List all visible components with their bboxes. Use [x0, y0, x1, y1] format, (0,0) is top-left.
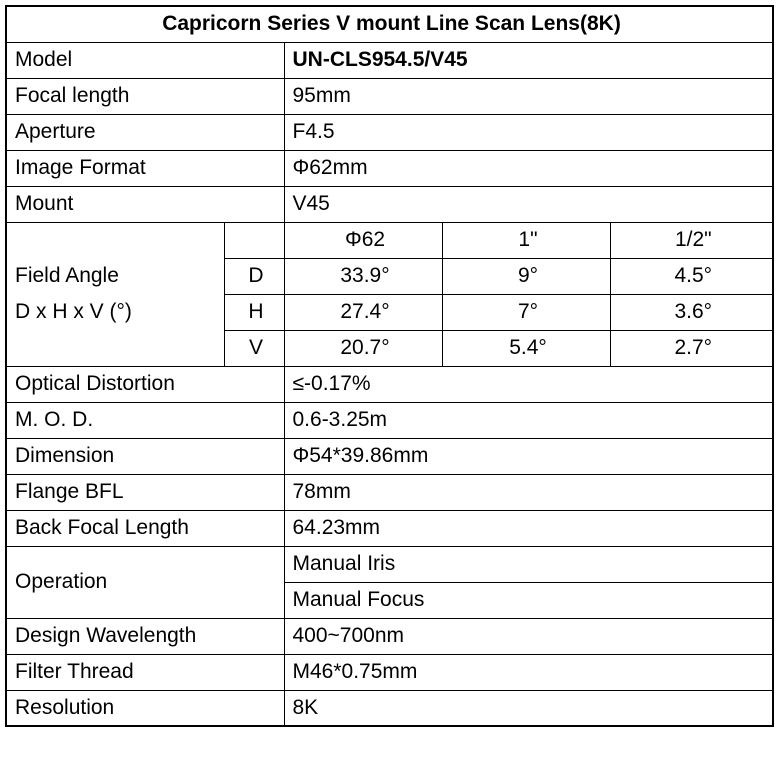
- spec-label-optical-distortion: Optical Distortion: [5, 365, 285, 403]
- spec-label-design-wavelength: Design Wavelength: [5, 617, 285, 655]
- table-row: Mount V45: [5, 185, 774, 223]
- field-angle-d-1inch: 9°: [441, 257, 611, 295]
- field-angle-v-halfinch: 2.7°: [609, 329, 774, 367]
- field-angle-v-phi62: 20.7°: [283, 329, 443, 367]
- spec-value-optical-distortion: ≤-0.17%: [283, 365, 774, 403]
- table-row: Design Wavelength 400~700nm: [5, 617, 774, 655]
- field-angle-col-header-phi62: Φ62: [283, 221, 443, 259]
- field-angle-h-phi62: 27.4°: [283, 293, 443, 331]
- spec-value-mod: 0.6-3.25m: [283, 401, 774, 439]
- table-row: M. O. D. 0.6-3.25m: [5, 401, 774, 439]
- field-angle-axis-v: V: [223, 329, 285, 367]
- spec-value-dimension: Φ54*39.86mm: [283, 437, 774, 475]
- field-angle-d-phi62: 33.9°: [283, 257, 443, 295]
- spec-label-operation: Operation: [5, 545, 285, 619]
- table-row: Back Focal Length 64.23mm: [5, 509, 774, 547]
- spec-value-operation-iris: Manual Iris: [283, 545, 774, 583]
- spec-value-mount: V45: [283, 185, 774, 223]
- spec-value-resolution: 8K: [283, 689, 774, 727]
- field-angle-row-h: H 27.4° 7° 3.6°: [6, 293, 774, 331]
- spec-value-operation-focus: Manual Focus: [283, 581, 774, 619]
- spec-value-back-focal-length: 64.23mm: [283, 509, 774, 547]
- field-angle-axis-d: D: [223, 257, 285, 295]
- table-row: Optical Distortion ≤-0.17%: [5, 365, 774, 403]
- field-angle-axis-header-empty: [223, 221, 285, 259]
- table-row: Focal length 95mm: [5, 77, 774, 115]
- field-angle-axis-h: H: [223, 293, 285, 331]
- table-row: Dimension Φ54*39.86mm: [5, 437, 774, 475]
- field-angle-col-header-halfinch: 1/2": [609, 221, 774, 259]
- field-angle-h-1inch: 7°: [441, 293, 611, 331]
- spec-value-focal-length: 95mm: [283, 77, 774, 115]
- spec-value-flange-bfl: 78mm: [283, 473, 774, 511]
- operation-row-iris: Operation Manual Iris: [5, 545, 774, 619]
- spec-label-flange-bfl: Flange BFL: [5, 473, 285, 511]
- field-angle-h-halfinch: 3.6°: [609, 293, 774, 331]
- spec-label-aperture: Aperture: [5, 113, 285, 151]
- table-row: Model UN-CLS954.5/V45: [5, 41, 774, 79]
- table-row: Aperture F4.5: [5, 113, 774, 151]
- table-row: Resolution 8K: [5, 689, 774, 727]
- table-row: Image Format Φ62mm: [5, 149, 774, 187]
- field-angle-row-d: D 33.9° 9° 4.5°: [6, 257, 774, 295]
- field-angle-d-halfinch: 4.5°: [609, 257, 774, 295]
- spec-label-model: Model: [5, 41, 285, 79]
- field-angle-label-line2: D x H x V (°): [15, 300, 132, 323]
- spec-label-mod: M. O. D.: [5, 401, 285, 439]
- spec-label-resolution: Resolution: [5, 689, 285, 727]
- field-angle-label-line1: Field Angle: [15, 264, 119, 287]
- spec-value-model: UN-CLS954.5/V45: [283, 41, 774, 79]
- field-angle-col-header-1inch: 1": [441, 221, 611, 259]
- lens-spec-table: Capricorn Series V mount Line Scan Lens(…: [5, 5, 775, 727]
- spec-label-filter-thread: Filter Thread: [5, 653, 285, 691]
- title-row: Capricorn Series V mount Line Scan Lens(…: [5, 5, 774, 43]
- table-row: Filter Thread M46*0.75mm: [5, 653, 774, 691]
- field-angle-header-row: Field Angle D x H x V (°) Φ62 1" 1/2": [5, 221, 774, 367]
- spec-value-filter-thread: M46*0.75mm: [283, 653, 774, 691]
- spec-value-aperture: F4.5: [283, 113, 774, 151]
- spec-label-back-focal-length: Back Focal Length: [5, 509, 285, 547]
- spec-value-image-format: Φ62mm: [283, 149, 774, 187]
- spec-value-design-wavelength: 400~700nm: [283, 617, 774, 655]
- field-angle-v-1inch: 5.4°: [441, 329, 611, 367]
- spec-label-dimension: Dimension: [5, 437, 285, 475]
- spec-label-image-format: Image Format: [5, 149, 285, 187]
- operation-row-focus: Manual Focus: [6, 581, 774, 619]
- field-angle-row-v: V 20.7° 5.4° 2.7°: [6, 329, 774, 367]
- table-row: Flange BFL 78mm: [5, 473, 774, 511]
- spec-label-focal-length: Focal length: [5, 77, 285, 115]
- spec-label-mount: Mount: [5, 185, 285, 223]
- page-title: Capricorn Series V mount Line Scan Lens(…: [5, 5, 774, 43]
- field-angle-label-cell: Field Angle D x H x V (°): [5, 221, 225, 367]
